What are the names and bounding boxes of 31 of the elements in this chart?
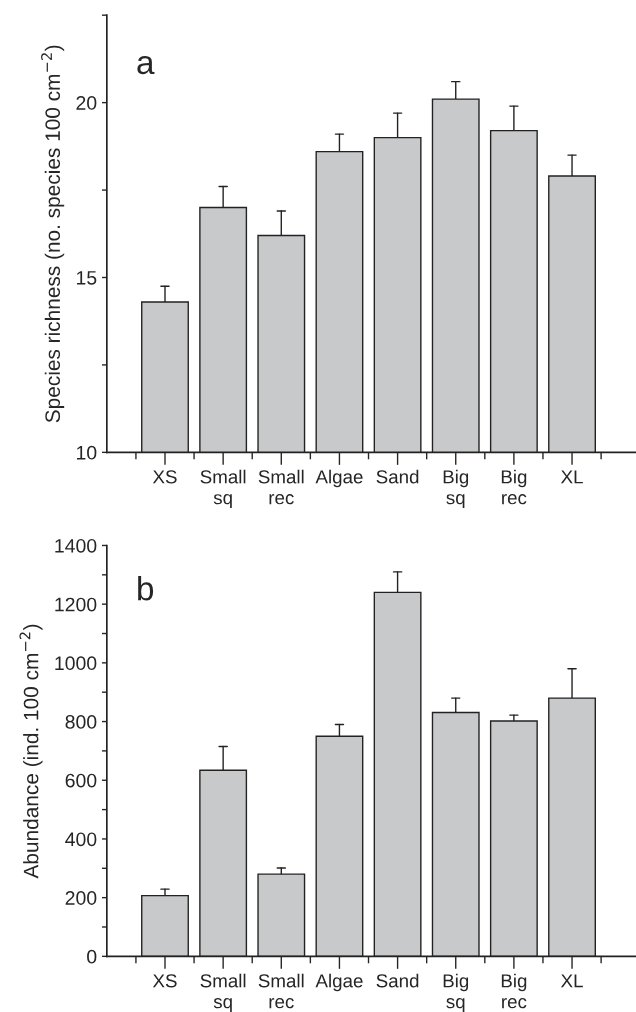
y-axis-title: Species richness (no. species 100 cm$^{−2}$) [41,45,65,423]
x-tick-label: XL [560,470,583,484]
x-tick-label: Sand [376,973,419,988]
annotation: a [137,55,155,75]
y-tick-label: 1000 [55,656,97,671]
x-tick-label: Small sq [200,469,246,509]
x-tick-label: Big rec [501,973,527,1009]
y-tick-label: 20 [76,96,97,110]
x-tick-label: XS [152,974,177,988]
y-tick-label: 0 [87,949,97,964]
x-tick-label: Small rec [258,469,304,505]
x-tick-label: Small sq [200,973,246,1012]
y-tick-label: 600 [65,773,97,788]
x-tick-label: Algae [315,469,363,488]
x-tick-label: Big sq [443,973,469,1012]
x-tick-label: XS [152,470,177,484]
y-tick-label: 400 [65,832,97,847]
x-tick-label: Big rec [501,469,527,505]
x-tick-label: Sand [376,469,419,484]
y-axis-title: Abundance (ind. 100 cm$^{−2}$) [19,624,43,879]
y-tick-label: 800 [65,715,97,729]
x-tick-label: XL [560,974,583,988]
annotation: b [138,576,154,601]
x-tick-label: Small rec [258,973,304,1009]
x-tick-label: Algae [315,973,363,992]
y-tick-label: 1200 [55,597,97,612]
y-tick-label: 10 [76,445,97,460]
x-tick-label: Big sq [443,469,469,509]
y-tick-label: 1400 [55,538,97,553]
y-tick-label: 15 [76,271,97,285]
y-tick-label: 200 [65,891,97,905]
